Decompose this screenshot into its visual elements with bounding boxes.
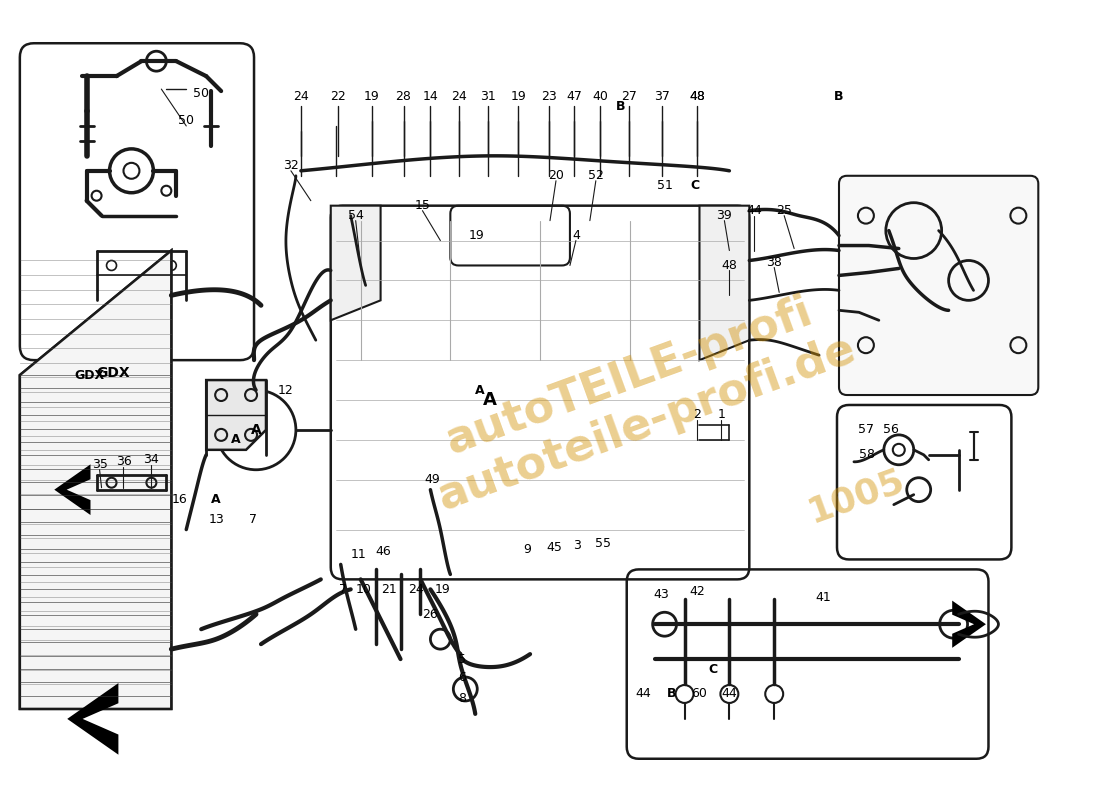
Text: 24: 24 (408, 583, 425, 596)
Polygon shape (20, 250, 172, 709)
Text: B: B (834, 90, 844, 102)
Text: 48: 48 (690, 90, 705, 102)
Text: 34: 34 (143, 454, 160, 466)
Text: 58: 58 (859, 448, 874, 462)
Text: 49: 49 (425, 474, 440, 486)
Text: 9: 9 (524, 543, 531, 556)
Text: 52: 52 (587, 170, 604, 182)
Text: B: B (616, 99, 626, 113)
Text: 26: 26 (422, 608, 438, 621)
Text: 47: 47 (566, 90, 582, 102)
Text: 42: 42 (690, 585, 705, 598)
Text: 19: 19 (469, 229, 484, 242)
Polygon shape (331, 206, 381, 320)
Text: 24: 24 (451, 90, 468, 102)
Text: 14: 14 (422, 90, 438, 102)
Text: 22: 22 (330, 90, 345, 102)
Text: B: B (667, 687, 676, 701)
Text: 20: 20 (548, 170, 564, 182)
Text: 32: 32 (283, 159, 299, 172)
Text: 40: 40 (592, 90, 608, 102)
Text: 19: 19 (364, 90, 380, 102)
Text: 45: 45 (546, 541, 562, 554)
Text: A: A (231, 434, 241, 446)
Text: 46: 46 (376, 545, 392, 558)
Text: 37: 37 (653, 90, 670, 102)
Text: 11: 11 (351, 548, 366, 561)
Text: 16: 16 (172, 493, 187, 506)
Text: 23: 23 (541, 90, 557, 102)
Text: 55: 55 (595, 537, 610, 550)
Text: autoTEILE-profi
autoteile-profi.de: autoTEILE-profi autoteile-profi.de (415, 281, 861, 519)
Text: 15: 15 (415, 199, 430, 212)
Text: 1: 1 (717, 409, 725, 422)
Text: 4: 4 (572, 229, 580, 242)
Text: 43: 43 (653, 588, 670, 601)
Text: 39: 39 (716, 209, 733, 222)
Text: 56: 56 (883, 423, 899, 436)
Text: 3: 3 (573, 539, 581, 552)
Text: 8: 8 (459, 693, 466, 706)
Text: 50: 50 (194, 86, 209, 99)
Polygon shape (954, 603, 983, 645)
Text: 13: 13 (208, 513, 224, 526)
Text: 2: 2 (693, 409, 702, 422)
FancyBboxPatch shape (839, 176, 1038, 395)
Text: 6: 6 (459, 670, 466, 683)
Text: 25: 25 (777, 204, 792, 217)
Text: C: C (690, 179, 700, 192)
Text: 48: 48 (690, 90, 705, 102)
Text: 5: 5 (459, 653, 466, 666)
Polygon shape (20, 250, 172, 709)
Text: 44: 44 (747, 204, 762, 217)
Text: A: A (251, 423, 262, 437)
Text: GDX: GDX (97, 366, 130, 380)
Text: 10: 10 (355, 583, 372, 596)
Text: 38: 38 (767, 256, 782, 269)
Text: C: C (708, 662, 718, 675)
Text: 36: 36 (116, 455, 131, 468)
Text: 44: 44 (722, 687, 737, 701)
Polygon shape (57, 467, 89, 512)
Polygon shape (62, 326, 89, 364)
Text: 28: 28 (396, 90, 411, 102)
Text: 27: 27 (620, 90, 637, 102)
Text: 54: 54 (348, 209, 364, 222)
Text: 19: 19 (434, 583, 450, 596)
Text: 35: 35 (91, 458, 108, 471)
Text: 60: 60 (692, 687, 707, 701)
Text: A: A (475, 383, 485, 397)
Text: 31: 31 (481, 90, 496, 102)
Polygon shape (206, 380, 266, 450)
Text: A: A (483, 391, 497, 409)
Text: 19: 19 (510, 90, 526, 102)
Text: 44: 44 (636, 687, 651, 701)
Text: 48: 48 (722, 259, 737, 272)
Text: 21: 21 (381, 583, 396, 596)
Text: 1005: 1005 (804, 462, 910, 529)
Text: 24: 24 (293, 90, 309, 102)
Text: 50: 50 (178, 114, 195, 127)
Polygon shape (69, 686, 117, 752)
Text: GDX: GDX (75, 369, 104, 382)
Text: 51: 51 (657, 179, 672, 192)
Text: 41: 41 (815, 591, 830, 604)
Text: 57: 57 (858, 423, 873, 436)
Text: 7: 7 (249, 513, 257, 526)
Text: 7: 7 (339, 583, 346, 596)
Text: 12: 12 (278, 383, 294, 397)
Text: A: A (211, 493, 221, 506)
Polygon shape (700, 206, 749, 360)
